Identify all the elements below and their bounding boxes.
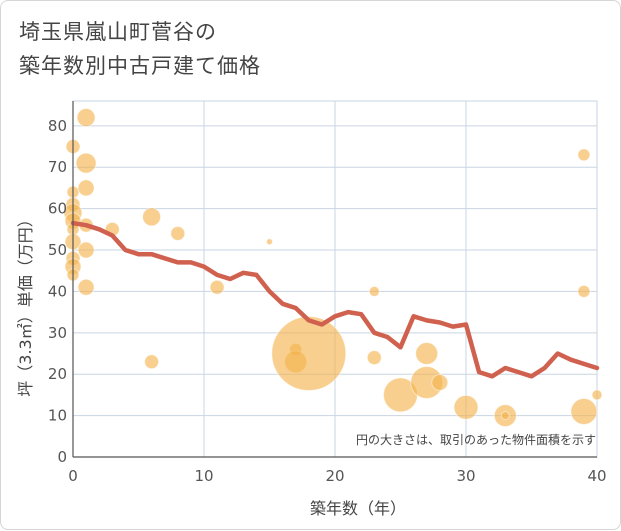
scatter-point (144, 354, 160, 370)
series-line (70, 220, 600, 379)
chart-title: 埼玉県嵐山町菅谷の 築年数別中古戸建て価格 (19, 15, 261, 83)
bubble-layer (63, 108, 603, 428)
x-tick-label: 40 (587, 467, 606, 485)
x-tick-label: 10 (194, 467, 213, 485)
scatter-point (570, 397, 598, 425)
grid-lines (72, 100, 598, 458)
x-axis-label: 築年数（年） (310, 499, 406, 518)
y-tick-label: 60 (48, 200, 67, 218)
scatter-point (500, 411, 510, 421)
y-tick-label: 0 (57, 448, 67, 466)
scatter-point (76, 108, 96, 128)
scatter-point (591, 389, 603, 401)
scatter-point (431, 373, 449, 391)
scatter-point (368, 285, 380, 297)
chart-title-line2: 築年数別中古戸建て価格 (19, 54, 261, 78)
y-axis-label: 坪（3.3㎡）単価（万円） (16, 211, 35, 396)
x-tick-label: 30 (456, 467, 475, 485)
y-tick-label: 50 (48, 241, 67, 259)
scatter-point (170, 225, 186, 241)
axes (72, 101, 597, 458)
y-tick-label: 30 (48, 324, 67, 342)
scatter-point (577, 148, 591, 162)
scatter-point (75, 152, 97, 174)
scatter-point (142, 207, 162, 227)
x-tick-label: 20 (325, 467, 344, 485)
scatter-point (266, 238, 273, 246)
x-tick-labels: 0 10 20 30 40 (68, 467, 606, 485)
scatter-point (415, 342, 439, 366)
bubble-size-note: 円の大きさは、取引のあった物件面積を示す (356, 432, 596, 447)
scatter-point (209, 279, 225, 295)
scatter-point (77, 241, 95, 259)
chart-title-line1: 埼玉県嵐山町菅谷の (19, 20, 217, 44)
y-tick-label: 10 (48, 407, 67, 425)
y-tick-labels: 0 10 20 30 40 50 60 70 80 (48, 117, 67, 466)
trend-line-layer (70, 220, 600, 379)
scatter-point (577, 284, 591, 298)
scatter-point (77, 278, 95, 296)
scatter-point (271, 316, 347, 392)
x-tick-label: 0 (68, 467, 78, 485)
y-tick-label: 70 (48, 158, 67, 176)
y-tick-label: 80 (48, 117, 67, 135)
y-tick-label: 40 (48, 282, 67, 300)
scatter-point (366, 350, 382, 366)
scatter-point (77, 179, 95, 197)
scatter-point (453, 394, 479, 420)
y-tick-label: 20 (48, 365, 67, 383)
